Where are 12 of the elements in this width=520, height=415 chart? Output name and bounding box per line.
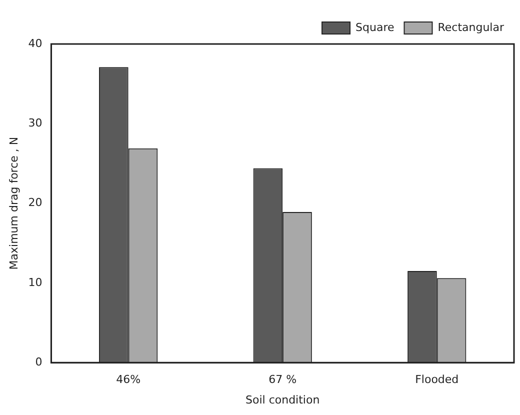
y-axis-title: Maximum drag force , N (7, 136, 20, 270)
y-tick-label: 10 (28, 276, 42, 289)
y-tick-label: 20 (28, 196, 42, 210)
legend-label: Rectangular (438, 20, 504, 34)
x-axis-title: Soil condition (246, 393, 320, 406)
y-tick-label: 40 (28, 36, 42, 50)
x-tick-label: Flooded (415, 373, 459, 386)
legend-label: Square (356, 20, 394, 34)
x-tick-label: 46% (116, 373, 141, 386)
y-tick-label: 30 (28, 116, 42, 130)
y-tick-label: 0 (35, 355, 42, 368)
x-tick-label: 67 % (268, 373, 297, 386)
